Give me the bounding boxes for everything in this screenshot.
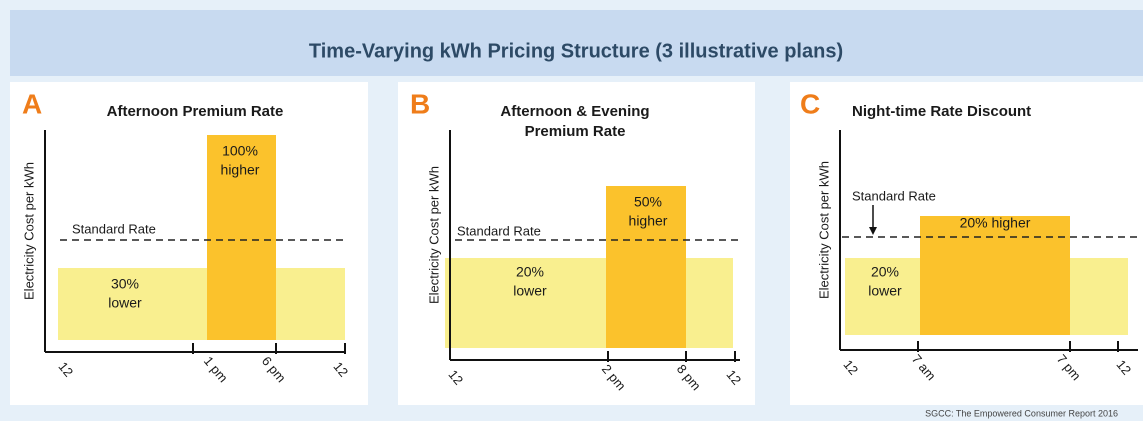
high-label: higher xyxy=(629,213,668,229)
low-label: 20% xyxy=(871,264,899,280)
standard-rate-label: Standard Rate xyxy=(457,223,541,238)
high-label: 50% xyxy=(634,194,662,210)
high-rate-area xyxy=(606,186,686,348)
panel xyxy=(10,82,368,405)
low-label: lower xyxy=(108,295,142,311)
panel-letter: B xyxy=(410,88,430,119)
high-label: higher xyxy=(221,162,260,178)
source: SGCC: The Empowered Consumer Report 2016 xyxy=(925,408,1118,418)
low-rate-area xyxy=(445,258,733,348)
panel-letter: C xyxy=(800,88,820,119)
panel-title: Afternoon & Evening xyxy=(500,103,649,120)
axis-label: Electricity Cost per kWh xyxy=(426,166,441,304)
arrow-head xyxy=(869,227,877,235)
header-band xyxy=(10,10,1143,76)
panel xyxy=(398,82,755,405)
standard-rate-label: Standard Rate xyxy=(72,221,156,236)
low-label: lower xyxy=(868,283,902,299)
low-label: 30% xyxy=(111,276,139,292)
title: Time-Varying kWh Pricing Structure (3 il… xyxy=(309,40,843,62)
panel-title: Afternoon Premium Rate xyxy=(107,103,284,120)
high-label: 100% xyxy=(222,143,258,159)
low-label: lower xyxy=(513,283,547,299)
panel-letter: A xyxy=(22,88,42,119)
axis-label: Electricity Cost per kWh xyxy=(21,162,36,300)
high-rate-area xyxy=(207,135,276,340)
low-label: 20% xyxy=(516,264,544,280)
high-rate-area xyxy=(920,216,1070,335)
standard-rate-label: Standard Rate xyxy=(852,188,936,203)
high-label: 20% higher xyxy=(960,215,1031,231)
panel-title: Premium Rate xyxy=(525,123,626,140)
axis-label: Electricity Cost per kWh xyxy=(816,161,831,299)
low-rate-area xyxy=(58,268,345,340)
panel-title: Night-time Rate Discount xyxy=(852,103,1031,120)
